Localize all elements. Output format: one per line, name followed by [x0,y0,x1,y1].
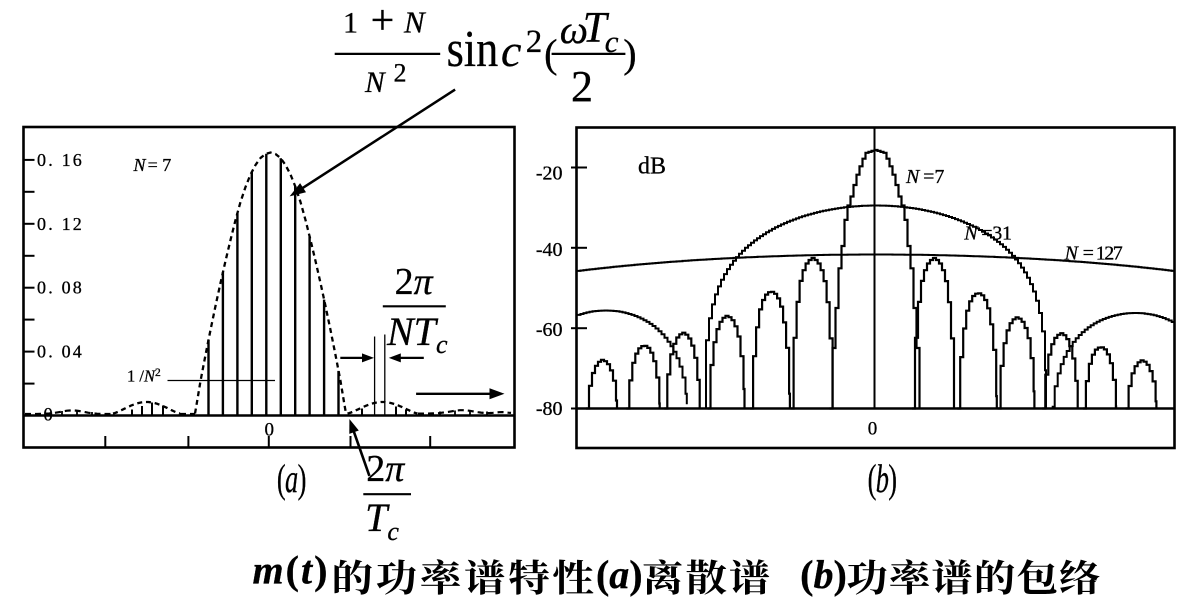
svg-text:(a): (a) [596,552,643,597]
svg-text:1 /N2: 1 /N2 [127,367,161,386]
svg-text:c: c [605,24,619,59]
svg-text:(b): (b) [868,458,897,502]
svg-text:0. 12: 0. 12 [37,214,84,234]
svg-text:N: N [1064,242,1080,264]
svg-text:=31: =31 [981,222,1011,244]
svg-text:= 7: = 7 [148,155,172,175]
svg-text:2π: 2π [366,448,405,490]
svg-text:NTc: NTc [386,309,448,359]
svg-text:=7: =7 [923,166,944,188]
svg-text:N: N [364,67,387,99]
svg-text:N: N [905,166,921,188]
svg-text:0: 0 [868,419,878,440]
svg-text:dB: dB [638,154,666,180]
svg-text:N: N [403,5,427,40]
svg-text:1: 1 [343,7,358,40]
svg-text:2: 2 [394,59,407,88]
svg-text:=: = [1083,242,1094,264]
svg-text:sin: sin [447,21,499,78]
svg-text:(a): (a) [277,458,306,502]
svg-text:ω: ω [560,7,588,52]
svg-text:0. 16: 0. 16 [37,150,84,170]
svg-text:(b): (b) [800,552,847,597]
svg-text:2: 2 [571,62,593,111]
svg-text:127: 127 [1096,242,1123,264]
svg-text:-80: -80 [536,398,563,420]
svg-text:0. 04: 0. 04 [37,342,84,362]
svg-text:2: 2 [526,24,543,60]
svg-text:0: 0 [44,405,53,425]
svg-text:c: c [501,25,521,76]
svg-text:N: N [133,155,147,175]
svg-text:T: T [583,5,610,52]
svg-text:Tc: Tc [365,495,399,546]
svg-text:m(t): m(t) [253,548,330,593]
svg-text:0. 08: 0. 08 [37,278,84,298]
svg-text:-60: -60 [536,319,563,341]
svg-text:(: ( [544,31,557,76]
svg-text:+: + [371,0,395,44]
svg-text:-40: -40 [536,239,563,261]
svg-text:0: 0 [265,420,275,441]
svg-text:-20: -20 [536,163,563,185]
svg-text:): ) [623,31,636,76]
svg-text:2π: 2π [395,261,434,303]
